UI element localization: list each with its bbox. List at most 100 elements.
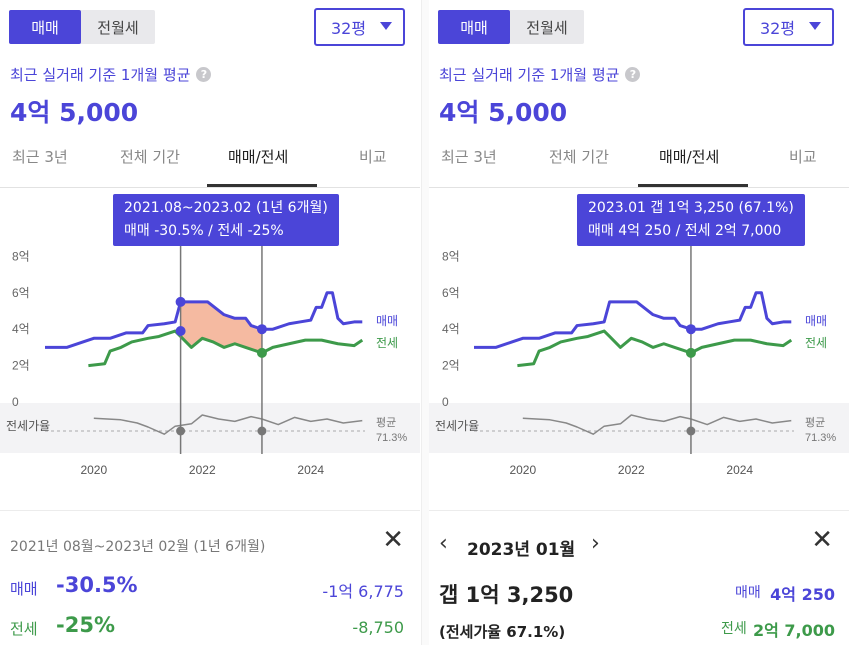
data-point-marker: [175, 296, 186, 307]
y-tick-label: 2억: [12, 359, 30, 373]
tab-compare[interactable]: 비교: [789, 148, 817, 166]
data-point-marker: [256, 324, 267, 335]
avg-ratio-value: 71.3%: [376, 432, 407, 444]
active-tab-underline: [638, 184, 748, 187]
ratio-band: [429, 403, 849, 453]
range-tooltip-change: 매매 -30.5% / 전세 -25%: [124, 223, 284, 239]
tab-recent-3y[interactable]: 최근 3년: [441, 148, 497, 166]
area-select-value: 32평: [331, 19, 367, 38]
sale-value: 4억 250: [770, 585, 835, 604]
range-period: 2021년 08월~2023년 02월 (1년 6개월): [10, 539, 266, 555]
selected-month: 2023년 01월: [467, 540, 576, 560]
x-tick-label: 2024: [726, 463, 753, 477]
y-tick-label: 8억: [442, 249, 460, 263]
jeonse-series-label: 전세: [376, 336, 398, 350]
avg-price-label: 최근 실거래 기준 1개월 평균 ?: [10, 64, 212, 85]
rent-toggle[interactable]: 전월세: [97, 18, 139, 37]
jeonse-change-amount: -8,750: [352, 618, 404, 637]
avg-ratio-value: 71.3%: [805, 432, 836, 444]
avg-ratio-label: 평균: [376, 416, 396, 429]
y-tick-label: 6억: [12, 286, 30, 300]
point-tooltip: 2023.01 갭 1억 3,250 (67.1%) 매매 4억 250 / 전…: [577, 194, 805, 246]
avg-price-label-text: 최근 실거래 기준 1개월 평균: [439, 66, 620, 84]
sale-change-pct: -30.5%: [56, 573, 138, 597]
area-select[interactable]: 32평: [314, 8, 405, 46]
point-info-panel: ‹ 2023년 01월 › ✕ 갭 1억 3,250 (전세가율 67.1%) …: [429, 510, 849, 645]
jeonse-ratio: (전세가율 67.1%): [439, 623, 566, 641]
y-tick-label: 4억: [442, 322, 460, 336]
period-tabs: 최근 3년 전체 기간 매매/전세 비교: [0, 142, 420, 188]
data-point-marker: [175, 326, 186, 337]
sale-toggle[interactable]: 매매: [9, 10, 81, 44]
tab-sale-jeonse[interactable]: 매매/전세: [228, 148, 289, 166]
caret-down-icon: [380, 22, 392, 30]
period-tabs: 최근 3년 전체 기간 매매/전세 비교: [429, 142, 849, 188]
ratio-label: 전세가율: [6, 419, 50, 433]
gap-amount: 갭 1억 3,250: [439, 583, 574, 607]
ratio-band: [0, 403, 420, 453]
avg-price-label: 최근 실거래 기준 1개월 평균 ?: [439, 64, 641, 85]
help-icon[interactable]: ?: [625, 67, 641, 82]
trade-type-toggle: 매매 전월세: [9, 10, 155, 44]
sale-series-line: [45, 291, 363, 349]
prev-month-button[interactable]: ‹: [439, 531, 448, 556]
point-tooltip-gap: 2023.01 갭 1억 3,250 (67.1%): [588, 200, 794, 216]
close-icon[interactable]: ✕: [382, 525, 404, 555]
x-tick-label: 2020: [80, 463, 107, 477]
y-tick-label: 0: [12, 395, 19, 409]
x-tick-label: 2020: [509, 463, 536, 477]
jeonse-change-pct: -25%: [56, 613, 115, 637]
area-select-value: 32평: [760, 19, 796, 38]
jeonse-series-label: 전세: [805, 336, 827, 350]
panel-divider: [421, 0, 429, 645]
jeonse-ratio-line: [93, 414, 363, 435]
y-tick-label: 0: [442, 395, 449, 409]
ratio-label: 전세가율: [435, 419, 479, 433]
rent-toggle[interactable]: 전월세: [526, 18, 568, 37]
range-tooltip-period: 2021.08~2023.02 (1년 6개월): [124, 200, 328, 216]
point-tooltip-prices: 매매 4억 250 / 전세 2억 7,000: [588, 223, 782, 239]
y-tick-label: 2억: [442, 359, 460, 373]
jeonse-value: 2억 7,000: [752, 621, 835, 640]
ratio-marker: [257, 426, 267, 436]
x-tick-label: 2022: [618, 463, 645, 477]
next-month-button[interactable]: ›: [591, 531, 600, 556]
tab-recent-3y[interactable]: 최근 3년: [12, 148, 68, 166]
range-tooltip: 2021.08~2023.02 (1년 6개월) 매매 -30.5% / 전세 …: [113, 194, 339, 246]
avg-price: 4억 5,000: [439, 98, 568, 127]
ratio-marker: [176, 426, 186, 436]
close-icon[interactable]: ✕: [811, 525, 833, 555]
sale-series-label: 매매: [805, 314, 827, 328]
jeonse-label: 전세: [10, 620, 38, 638]
help-icon[interactable]: ?: [196, 67, 212, 82]
x-tick-label: 2022: [189, 463, 216, 477]
sale-label: 매매: [735, 585, 761, 601]
price-chart[interactable]: 8억 6억 4억 2억 0 2020 2022 2024 매매 전세 전세가율 평균 71.3% 202…: [0, 189, 420, 499]
area-select[interactable]: 32평: [743, 8, 834, 46]
sale-series-label: 매매: [376, 314, 398, 328]
sale-series-line: [474, 291, 792, 349]
y-tick-label: 8억: [12, 249, 30, 263]
trade-type-toggle: 매매 전월세: [438, 10, 584, 44]
y-tick-label: 4억: [12, 322, 30, 336]
tab-all-period[interactable]: 전체 기간: [120, 148, 180, 166]
caret-down-icon: [809, 22, 821, 30]
jeonse-label: 전세: [721, 621, 747, 637]
avg-price: 4억 5,000: [10, 98, 139, 127]
gap-area: [180, 301, 262, 353]
data-point-marker: [685, 324, 696, 335]
tab-compare[interactable]: 비교: [359, 148, 387, 166]
left-panel: 매매 전월세 32평 최근 실거래 기준 1개월 평균 ? 4억 5,000 최…: [0, 0, 420, 645]
sale-toggle[interactable]: 매매: [438, 10, 510, 44]
jeonse-series-line: [517, 329, 793, 368]
jeonse-ratio-line: [522, 414, 792, 435]
right-panel: 매매 전월세 32평 최근 실거래 기준 1개월 평균 ? 4억 5,000 최…: [429, 0, 849, 645]
ratio-marker: [686, 426, 696, 436]
tab-all-period[interactable]: 전체 기간: [549, 148, 609, 166]
avg-ratio-label: 평균: [805, 416, 825, 429]
y-tick-label: 6억: [442, 286, 460, 300]
tab-sale-jeonse[interactable]: 매매/전세: [659, 148, 720, 166]
